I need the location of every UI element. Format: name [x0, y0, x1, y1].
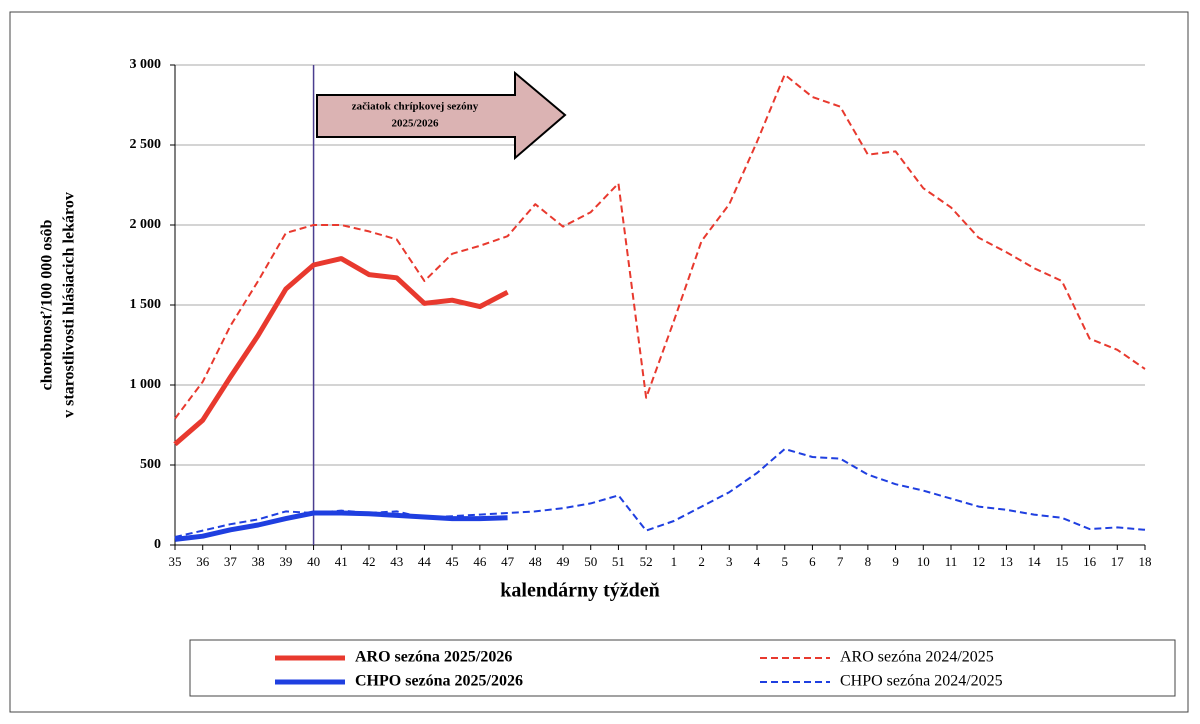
x-tick-label: 38 — [252, 554, 265, 569]
y-tick-label: 500 — [140, 457, 161, 472]
annotation-line: začiatok chrípkovej sezóny — [352, 101, 479, 113]
y-axis-label-line: chorobnosť/100 000 osôb — [39, 220, 56, 391]
x-tick-label: 14 — [1028, 554, 1042, 569]
x-tick-label: 5 — [781, 554, 788, 569]
series-line — [173, 256, 509, 447]
x-tick-label: 48 — [529, 554, 542, 569]
x-tick-label: 18 — [1139, 554, 1152, 569]
x-tick-label: 39 — [279, 554, 292, 569]
season-arrow — [316, 70, 567, 161]
x-tick-label: 13 — [1000, 554, 1013, 569]
y-axis-label-line: v starostlivosti hlásiacich lekárov — [61, 192, 78, 418]
y-axis-label: chorobnosť/100 000 osôb v starostlivosti… — [39, 192, 78, 418]
series-line — [174, 510, 508, 542]
x-tick-label: 11 — [945, 554, 958, 569]
x-tick-label: 40 — [307, 554, 320, 569]
x-tick-label: 4 — [754, 554, 761, 569]
y-tick-label: 2 500 — [130, 137, 162, 152]
series-line — [174, 448, 1146, 538]
legend-label: CHPO sezóna 2024/2025 — [840, 673, 1003, 690]
x-tick-label: 37 — [224, 554, 238, 569]
x-tick-label: 47 — [501, 554, 515, 569]
x-tick-label: 16 — [1083, 554, 1097, 569]
x-tick-label: 7 — [837, 554, 844, 569]
x-tick-label: 15 — [1055, 554, 1068, 569]
x-tick-label: 46 — [473, 554, 487, 569]
x-tick-label: 41 — [335, 554, 348, 569]
y-tick-label: 1 500 — [130, 297, 162, 312]
x-axis-label: kalendárny týždeň — [500, 580, 659, 602]
x-tick-label: 17 — [1111, 554, 1125, 569]
x-tick-label: 12 — [972, 554, 985, 569]
legend-box — [189, 639, 1176, 697]
frame — [9, 11, 1189, 713]
x-tick-label: 35 — [169, 554, 182, 569]
legend-label: ARO sezóna 2024/2025 — [840, 649, 994, 666]
y-tick-label: 2 000 — [130, 217, 162, 232]
x-tick-label: 1 — [671, 554, 678, 569]
y-tick-label: 0 — [154, 537, 161, 552]
x-tick-label: 45 — [446, 554, 459, 569]
legend-label: CHPO sezóna 2025/2026 — [355, 673, 523, 690]
x-tick-label: 8 — [865, 554, 872, 569]
x-tick-label: 2 — [698, 554, 705, 569]
x-tick-label: 10 — [917, 554, 930, 569]
x-tick-label: 3 — [726, 554, 733, 569]
x-tick-label: 6 — [809, 554, 816, 569]
x-tick-label: 52 — [640, 554, 653, 569]
x-tick-label: 50 — [584, 554, 597, 569]
x-tick-label: 43 — [390, 554, 403, 569]
x-tick-label: 44 — [418, 554, 432, 569]
x-tick-label: 49 — [557, 554, 570, 569]
x-tick-label: 36 — [196, 554, 210, 569]
x-tick-label: 9 — [892, 554, 899, 569]
y-tick-label: 1 000 — [130, 377, 162, 392]
y-tick-label: 3 000 — [130, 57, 162, 72]
series-line — [174, 73, 1146, 420]
x-tick-label: 51 — [612, 554, 625, 569]
annotation-line: 2025/2026 — [391, 118, 439, 130]
legend-label: ARO sezóna 2025/2026 — [355, 649, 512, 666]
x-tick-label: 42 — [363, 554, 376, 569]
